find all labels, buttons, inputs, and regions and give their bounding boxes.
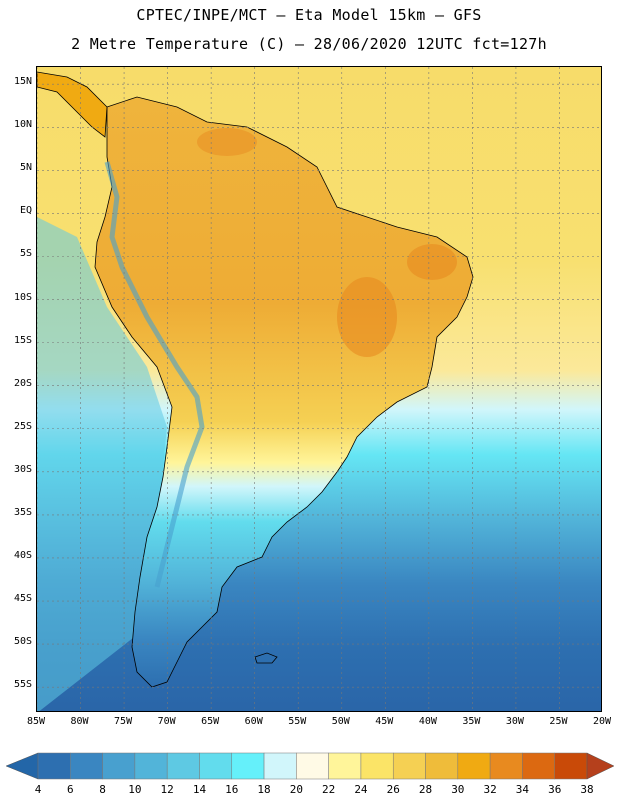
colorbar-level-label: 24	[354, 783, 368, 796]
colorbar-over-arrow	[586, 752, 615, 780]
pacific-cold-current	[37, 217, 167, 711]
colorbar-swatch	[134, 752, 168, 780]
map-title: CPTEC/INPE/MCT – Eta Model 15km – GFS	[136, 6, 482, 24]
colorbar-swatch	[392, 752, 426, 780]
lat-tick-label: 50S	[13, 636, 32, 648]
lon-tick-label: 85W	[26, 716, 46, 727]
lat-tick-label: 30S	[13, 463, 32, 475]
colorbar-level-label: 34	[515, 783, 530, 796]
colorbar-level-label: 14	[192, 783, 207, 796]
lat-tick-label: 40S	[13, 549, 32, 561]
colorbar-level-label: 22	[322, 783, 336, 796]
colorbar-level-label: 8	[99, 783, 106, 796]
colorbar-level-label: 20	[289, 783, 303, 796]
colorbar-level-label: 30	[451, 783, 465, 796]
south-america-landmass	[94, 96, 474, 688]
colorbar-swatch	[166, 752, 200, 780]
graticule	[37, 67, 601, 711]
central-america-landmass	[37, 71, 108, 138]
temperature-map	[37, 67, 601, 711]
hot-spot-venezuela	[197, 128, 257, 156]
lon-tick-label: 30W	[505, 716, 524, 727]
lon-tick-label: 60W	[244, 716, 263, 727]
lat-tick-label: 20S	[13, 377, 32, 389]
map-panel[interactable]	[36, 66, 602, 712]
colorbar	[5, 752, 615, 780]
colorbar-swatch	[102, 752, 136, 780]
colorbar-swatch	[296, 752, 329, 780]
colorbar-level-label: 4	[34, 783, 42, 796]
lon-tick-label: 55W	[288, 716, 307, 727]
colorbar-swatch	[360, 752, 394, 780]
colorbar-level-label: 36	[548, 783, 562, 796]
lon-tick-label: 65W	[201, 716, 220, 727]
lon-tick-label: 45W	[375, 716, 394, 727]
lat-tick-label: 10N	[13, 119, 32, 131]
map-subtitle: 2 Metre Temperature (C) – 28/06/2020 12U…	[71, 35, 547, 53]
colorbar-swatch	[328, 752, 362, 780]
lat-tick-label: 25S	[13, 420, 32, 432]
lat-tick-label: 10S	[13, 291, 32, 303]
colorbar-level-label: 32	[483, 783, 497, 796]
lat-tick-label: 15S	[13, 334, 32, 346]
colorbar-swatch	[489, 752, 523, 780]
lon-tick-label: 70W	[157, 716, 176, 727]
lon-tick-label: 80W	[70, 716, 89, 727]
andes-cold-ridge	[104, 161, 205, 588]
falkland-islands	[254, 652, 278, 664]
lon-tick-label: 50W	[331, 716, 350, 727]
colorbar-swatch	[522, 752, 555, 780]
colorbar-level-label: 10	[128, 783, 142, 796]
lon-tick-label: 35W	[462, 716, 481, 727]
colorbar-swatch	[199, 752, 233, 780]
colorbar-swatch	[457, 752, 491, 780]
colorbar-swatch	[231, 752, 265, 780]
hot-spot-cerrado	[337, 277, 397, 357]
colorbar-level-label: 18	[257, 783, 271, 796]
lat-tick-label: 45S	[13, 593, 32, 605]
colorbar-level-label: 26	[386, 783, 400, 796]
colorbar-swatch	[37, 752, 71, 780]
lon-tick-label: 75W	[114, 716, 133, 727]
lat-tick-label: EQ	[19, 205, 32, 217]
colorbar-under-arrow	[5, 752, 39, 780]
lat-tick-label: 5S	[19, 248, 32, 260]
lat-tick-label: 55S	[13, 679, 32, 691]
colorbar-level-label: 6	[66, 783, 74, 796]
lon-tick-label: 20W	[592, 716, 612, 727]
colorbar-swatch	[70, 752, 103, 780]
lat-tick-label: 15N	[13, 76, 32, 88]
colorbar-swatch	[263, 752, 297, 780]
hot-spot-northeast	[407, 244, 457, 280]
colorbar-swatch	[425, 752, 459, 780]
colorbar-level-label: 28	[418, 783, 433, 796]
colorbar-swatch	[554, 752, 588, 780]
colorbar-level-label: 12	[160, 783, 174, 796]
lon-tick-label: 25W	[549, 716, 568, 727]
lat-tick-label: 5N	[19, 162, 32, 174]
colorbar-level-label: 38	[580, 783, 594, 796]
colorbar-level-label: 16	[225, 783, 239, 796]
lon-tick-label: 40W	[418, 716, 437, 727]
lat-tick-label: 35S	[13, 506, 32, 518]
